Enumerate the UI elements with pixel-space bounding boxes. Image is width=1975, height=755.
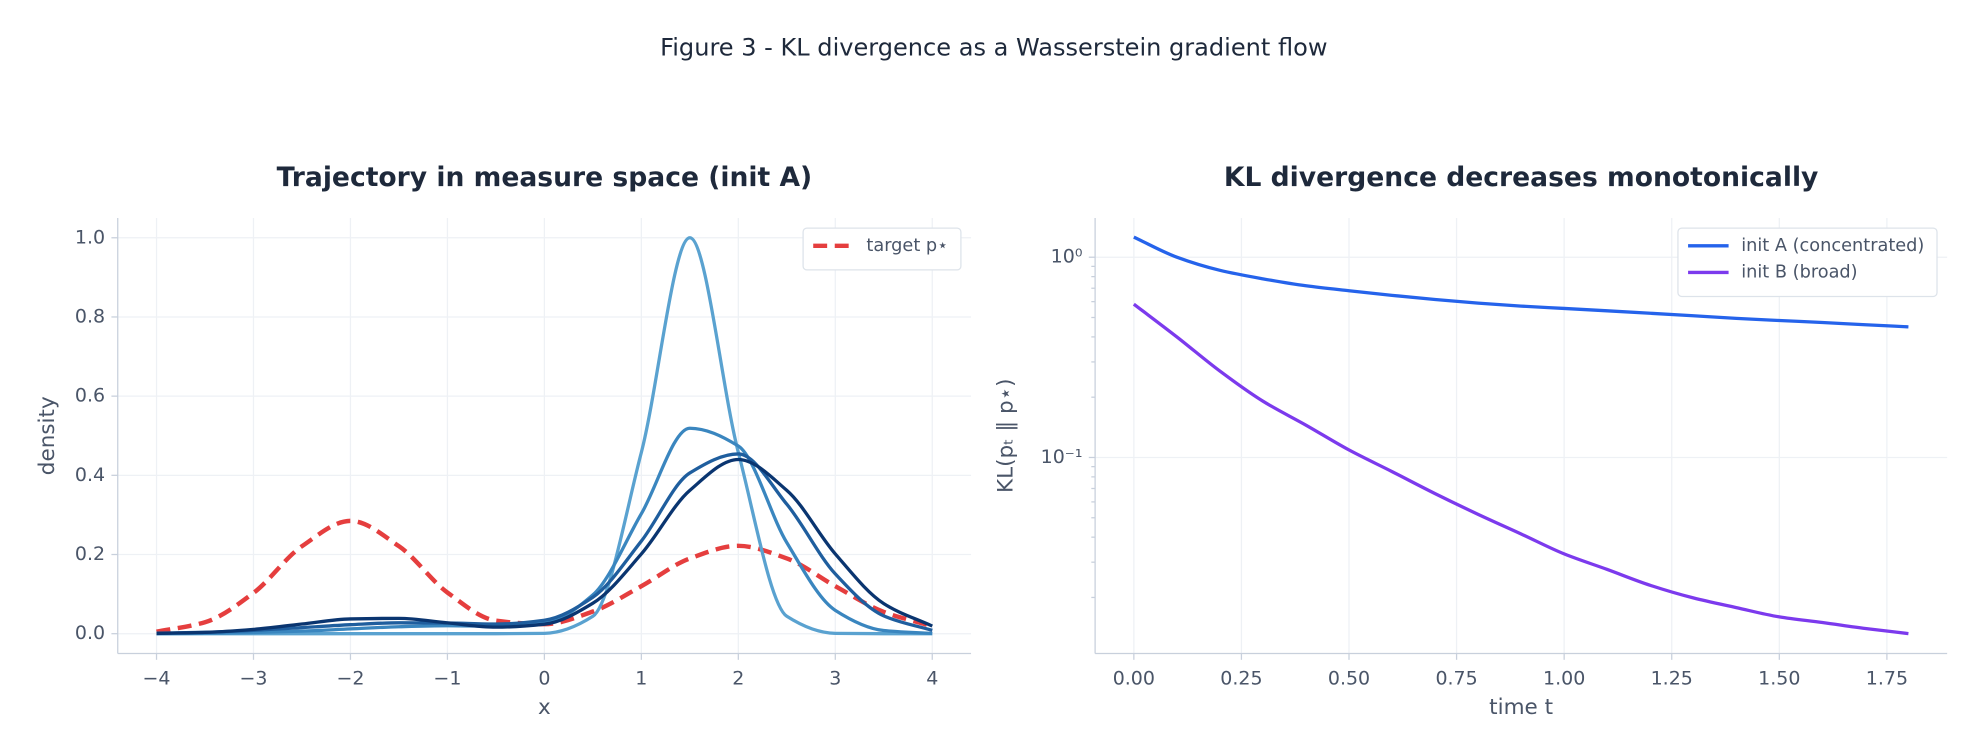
x-tick-label: 2 [732, 667, 744, 689]
y-tick-label: 0.6 [75, 385, 105, 407]
y-tick-label: 0.4 [75, 464, 105, 486]
x-tick-label: −3 [239, 667, 267, 689]
y-axis-label: density [35, 396, 60, 475]
x-axis-label: x [538, 695, 551, 720]
legend: target p⋆ [802, 227, 962, 271]
legend-label: init B (broad) [1741, 262, 1857, 282]
legend-box [1677, 227, 1938, 298]
x-tick-label: −1 [433, 667, 461, 689]
x-tick-label: −4 [143, 667, 171, 689]
x-tick-label: 3 [829, 667, 841, 689]
series-line [156, 457, 933, 636]
x-tick-label: 1.75 [1866, 667, 1908, 689]
x-tick-label: 1.25 [1651, 667, 1693, 689]
series-line [1133, 235, 1909, 329]
axes-title: Trajectory in measure space (init A) [277, 162, 813, 193]
y-tick-label: 0.2 [75, 543, 105, 565]
x-tick-label: 0.75 [1435, 667, 1477, 689]
x-tick-label: 4 [926, 667, 938, 689]
y-tick-label: 10⁰ [1051, 246, 1083, 268]
x-tick-label: 1 [635, 667, 647, 689]
x-tick-label: 0.50 [1328, 667, 1370, 689]
y-tick-label: 10⁻¹ [1041, 446, 1083, 468]
legend-box [802, 227, 962, 271]
y-tick-label: 0.8 [75, 305, 105, 327]
y-tick-label: 1.0 [75, 226, 105, 248]
x-tick-label: 1.00 [1543, 667, 1585, 689]
y-axis-label: KL(pₜ ‖ p⋆) [993, 379, 1018, 493]
legend: init A (concentrated) init B (broad) [1677, 227, 1938, 298]
axes-title: KL divergence decreases monotonically [1224, 162, 1819, 193]
x-tick-label: 0.25 [1220, 667, 1262, 689]
x-tick-label: 1.50 [1758, 667, 1800, 689]
x-tick-label: 0.00 [1113, 667, 1155, 689]
legend-label: target p⋆ [866, 236, 948, 256]
series-line [156, 452, 933, 635]
x-axis-label: time t [1489, 695, 1553, 720]
legend-label: init A (concentrated) [1741, 236, 1924, 256]
x-tick-label: −2 [336, 667, 364, 689]
figure-title: Figure 3 - KL divergence as a Wasserstei… [660, 33, 1327, 61]
series-line [1132, 302, 1909, 636]
series-line [156, 236, 933, 636]
x-tick-label: 0 [538, 667, 550, 689]
y-tick-label: 0.0 [75, 622, 105, 644]
